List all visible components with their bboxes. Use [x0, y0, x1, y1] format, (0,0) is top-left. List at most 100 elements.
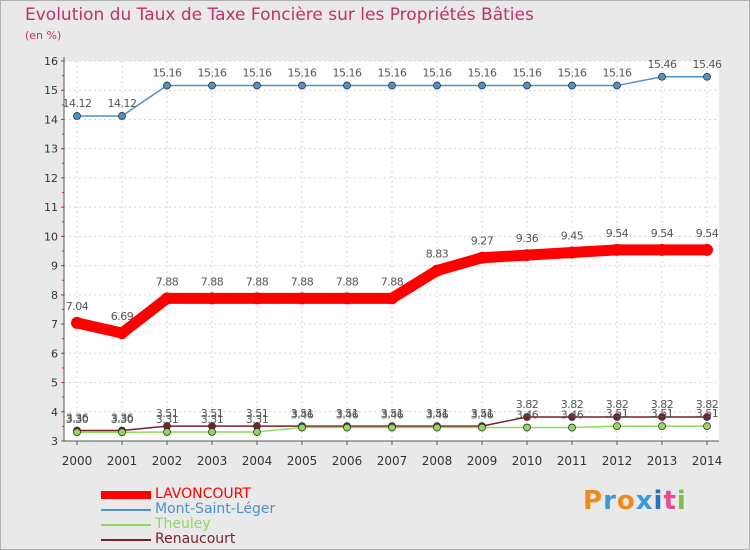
y-tick-label: 9	[51, 260, 58, 273]
x-tick-label: 2001	[107, 454, 138, 468]
data-point-renaucourt	[613, 413, 621, 421]
data-point-renaucourt	[568, 413, 576, 421]
data-label-mont-saint-leger: 15.16	[153, 67, 182, 80]
data-point-theuley	[388, 423, 396, 432]
data-label-lavoncourt: 9.54	[606, 227, 629, 240]
data-label-mont-saint-leger: 15.16	[468, 67, 497, 80]
data-point-lavoncourt	[71, 316, 83, 329]
data-point-mont-saint-leger	[388, 81, 396, 90]
data-point-theuley	[703, 422, 711, 430]
x-tick-label: 2007	[377, 454, 408, 468]
y-tick-label: 6	[51, 347, 58, 360]
data-point-theuley	[523, 423, 531, 432]
x-tick-label: 2010	[512, 454, 543, 468]
data-point-mont-saint-leger	[703, 72, 711, 81]
data-label-lavoncourt: 7.88	[291, 275, 314, 288]
data-label-lavoncourt: 9.54	[696, 227, 719, 240]
data-point-lavoncourt	[431, 264, 443, 277]
data-point-lavoncourt	[341, 292, 353, 305]
data-label-theuley: 3.51	[651, 407, 674, 420]
legend-swatch-mont-saint-leger	[101, 509, 151, 511]
data-point-theuley	[163, 428, 171, 436]
legend-label-lavoncourt: LAVONCOURT	[155, 486, 251, 502]
x-tick-label: 2006	[332, 454, 363, 468]
y-tick-label: 4	[51, 406, 58, 419]
data-label-lavoncourt: 7.88	[156, 275, 179, 288]
y-tick-label: 11	[44, 201, 58, 214]
legend-label-renaucourt: Renaucourt	[155, 531, 236, 547]
data-label-theuley: 3.30	[66, 413, 89, 426]
legend-label-theuley: Theuley	[155, 516, 211, 532]
y-tick-label: 13	[44, 143, 58, 156]
data-point-lavoncourt	[161, 292, 173, 305]
data-point-lavoncourt	[206, 292, 218, 305]
data-point-theuley	[613, 422, 621, 430]
logo-letter: P	[583, 486, 604, 516]
y-tick-label: 14	[44, 113, 58, 126]
data-label-mont-saint-leger: 14.12	[108, 97, 137, 110]
data-label-renaucourt: 3.51	[291, 407, 314, 420]
data-label-theuley: 3.46	[336, 409, 359, 422]
y-tick-label: 8	[51, 289, 58, 302]
data-label-mont-saint-leger: 15.16	[558, 67, 587, 80]
data-point-lavoncourt	[656, 243, 668, 256]
data-label-renaucourt: 3.51	[381, 407, 404, 420]
data-point-mont-saint-leger	[433, 81, 441, 90]
data-point-mont-saint-leger	[208, 81, 216, 90]
data-label-mont-saint-leger: 15.16	[378, 67, 407, 80]
x-tick-label: 2011	[557, 454, 588, 468]
data-label-theuley: 3.51	[606, 407, 629, 420]
data-point-mont-saint-leger	[613, 81, 621, 90]
data-label-mont-saint-leger: 14.12	[63, 97, 92, 110]
data-point-theuley	[343, 423, 351, 432]
data-point-theuley	[253, 428, 261, 436]
data-label-theuley: 3.46	[471, 409, 494, 422]
data-point-mont-saint-leger	[163, 81, 171, 90]
y-tick-label: 12	[44, 172, 58, 185]
data-label-renaucourt: 3.82	[516, 398, 539, 411]
x-tick-label: 2014	[692, 454, 723, 468]
y-tick-label: 3	[51, 435, 58, 448]
data-label-mont-saint-leger: 15.46	[648, 58, 677, 71]
data-point-lavoncourt	[386, 292, 398, 305]
data-point-lavoncourt	[296, 292, 308, 305]
data-point-lavoncourt	[611, 243, 623, 256]
y-tick-label: 5	[51, 377, 58, 390]
data-point-lavoncourt	[251, 292, 263, 305]
data-label-theuley: 3.30	[111, 413, 134, 426]
data-point-mont-saint-leger	[73, 112, 81, 120]
data-label-theuley: 3.46	[426, 409, 449, 422]
data-point-lavoncourt	[476, 251, 488, 264]
data-label-renaucourt: 3.82	[651, 398, 674, 411]
data-label-lavoncourt: 8.83	[426, 248, 449, 261]
data-point-mont-saint-leger	[118, 112, 126, 120]
data-label-renaucourt: 3.51	[471, 407, 494, 420]
data-point-theuley	[478, 423, 486, 432]
data-label-renaucourt: 3.82	[696, 398, 719, 411]
data-label-lavoncourt: 9.36	[516, 232, 539, 245]
data-point-theuley	[208, 428, 216, 436]
data-point-mont-saint-leger	[658, 72, 666, 81]
logo-letter: x	[635, 486, 654, 516]
data-label-mont-saint-leger: 15.16	[198, 67, 227, 80]
data-point-theuley	[118, 428, 126, 437]
y-tick-label: 16	[44, 55, 58, 68]
data-label-renaucourt: 3.51	[336, 407, 359, 420]
data-point-theuley	[433, 423, 441, 432]
data-label-mont-saint-leger: 15.16	[513, 67, 542, 80]
data-point-lavoncourt	[566, 246, 578, 259]
data-label-lavoncourt: 9.54	[651, 227, 674, 240]
data-label-theuley: 3.31	[156, 413, 179, 426]
data-label-lavoncourt: 6.69	[111, 310, 134, 323]
legend-swatch-theuley	[101, 524, 151, 526]
data-point-mont-saint-leger	[523, 81, 531, 90]
data-label-renaucourt: 3.36	[111, 411, 134, 424]
data-point-theuley	[73, 428, 81, 437]
data-point-mont-saint-leger	[478, 81, 486, 90]
y-tick-label: 10	[44, 230, 58, 243]
chart-title: Evolution du Taux de Taxe Foncière sur l…	[25, 5, 534, 25]
data-label-lavoncourt: 7.88	[336, 275, 359, 288]
data-point-renaucourt	[658, 413, 666, 421]
data-label-lavoncourt: 9.27	[471, 235, 494, 248]
